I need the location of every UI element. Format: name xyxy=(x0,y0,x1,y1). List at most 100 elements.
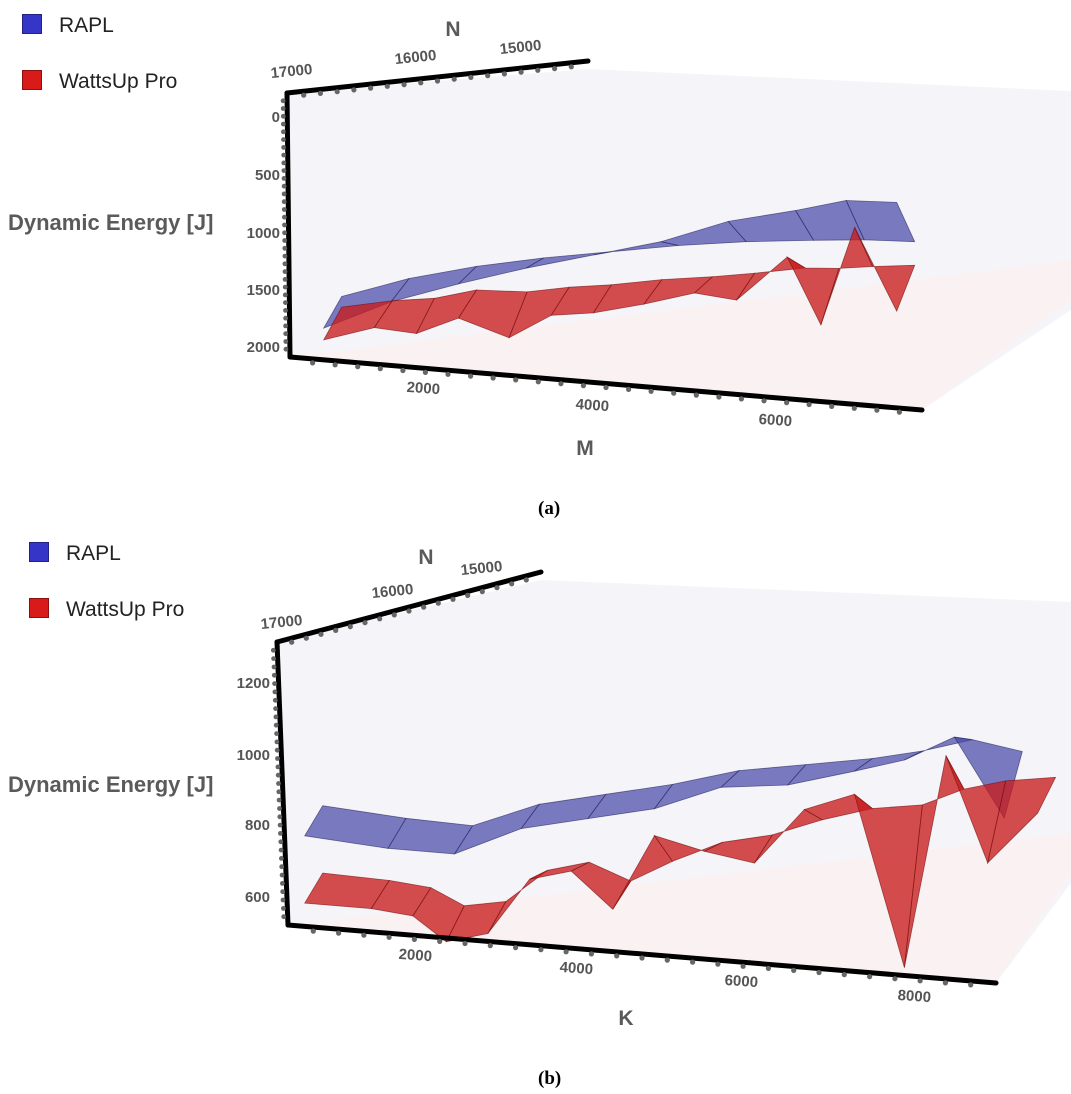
x-axis-tick-mark xyxy=(558,381,564,387)
y-axis-tick-mark xyxy=(384,83,390,89)
z-axis-tick-mark xyxy=(280,897,286,903)
y-axis-tick-mark xyxy=(351,87,357,93)
z-axis-tick-mark xyxy=(280,98,286,104)
chart-b-caption: (b) xyxy=(538,1068,562,1089)
z-axis-tick-mark xyxy=(283,308,288,313)
y-axis-tick-mark xyxy=(418,80,424,86)
z-axis-tick-mark xyxy=(279,856,284,861)
z-axis-tick-mark xyxy=(278,831,283,836)
z-axis-tick-mark xyxy=(282,230,287,236)
y-axis-label: N xyxy=(445,18,460,41)
z-axis-tick-mark xyxy=(280,106,286,111)
y-axis-tick-mark xyxy=(301,92,307,98)
legend-swatch-wattsup xyxy=(29,598,49,618)
legend-label-rapl: RAPL xyxy=(59,14,114,37)
y-axis-tick-mark xyxy=(391,612,397,618)
x-axis-tick-mark xyxy=(603,384,609,391)
z-axis-tick-mark xyxy=(275,764,281,770)
y-axis-tick-mark xyxy=(501,71,507,77)
x-axis-tick-mark xyxy=(563,949,569,955)
y-axis-tick-mark xyxy=(435,600,441,606)
legend-item-wattsup: WattsUp Pro xyxy=(22,68,177,96)
z-tick-label: 800 xyxy=(245,817,270,834)
x-axis-tick-mark xyxy=(841,972,847,978)
z-axis-tick-mark xyxy=(283,339,289,344)
x-axis-tick-mark xyxy=(715,961,721,967)
x-axis-tick-mark xyxy=(445,371,451,377)
y-axis-tick-mark xyxy=(362,620,368,626)
z-axis-tick-mark xyxy=(277,822,283,828)
z-axis-tick-mark xyxy=(283,346,289,352)
z-axis-tick-mark xyxy=(281,199,287,205)
z-axis-tick-mark xyxy=(277,814,283,820)
legend-swatch-rapl xyxy=(22,14,42,34)
chart-a-caption: (a) xyxy=(538,498,561,519)
y-axis-tick-mark xyxy=(494,585,500,591)
y-axis-tick-mark xyxy=(377,616,383,622)
y-axis-tick-mark xyxy=(468,74,474,80)
y-axis-tick-mark xyxy=(334,89,340,95)
legend-swatch-wattsup xyxy=(22,70,42,90)
chart-panel-a: 2000 4000 6000 17000 16000 15000 0 500 1000 1500 2… xyxy=(0,0,1071,540)
z-axis-tick-mark xyxy=(281,160,287,166)
z-axis-tick-mark xyxy=(272,697,278,703)
chart-panel-b: 2000 4000 6000 8000 17000 16000 15000 600 800 100… xyxy=(0,540,1071,1094)
x-axis-tick-mark xyxy=(462,940,468,947)
y-axis-tick-mark xyxy=(479,589,485,595)
z-axis-tick-mark xyxy=(272,681,277,686)
x-tick-label: 6000 xyxy=(758,411,792,430)
x-axis-tick-mark xyxy=(791,967,797,973)
wattsup-surface-facet xyxy=(854,227,916,313)
y-tick-label: 17000 xyxy=(270,61,313,82)
y-tick-label: 17000 xyxy=(260,612,303,633)
chart-b-legend: RAPL WattsUp Pro xyxy=(29,540,184,652)
x-axis-tick-mark xyxy=(437,938,443,944)
x-axis-tick-mark xyxy=(784,400,790,406)
z-axis-tick-mark xyxy=(275,756,280,761)
x-axis-tick-mark xyxy=(588,951,595,957)
z-axis-tick-mark xyxy=(277,806,282,811)
z-axis-tick-mark xyxy=(278,847,284,853)
x-axis-tick-mark xyxy=(361,932,367,938)
y-axis-tick-mark xyxy=(535,67,541,73)
x-axis-label: K xyxy=(618,1007,633,1030)
x-axis-tick-mark xyxy=(336,930,342,936)
wattsup-surface-facet xyxy=(987,776,1057,865)
z-axis-tick-mark xyxy=(282,214,287,220)
z-axis-tick-mark xyxy=(281,145,286,150)
z-axis-line xyxy=(284,90,293,360)
x-axis-tick-mark xyxy=(664,957,670,963)
x-axis-tick-mark xyxy=(310,360,316,366)
z-axis-tick-mark xyxy=(273,722,279,728)
x-axis-tick-mark xyxy=(942,980,949,986)
x-axis-tick-mark xyxy=(892,976,898,982)
x-axis-tick-mark xyxy=(535,379,541,385)
y-axis-tick-mark xyxy=(347,624,353,630)
x-axis-tick-mark xyxy=(738,396,745,402)
z-tick-label: 0 xyxy=(272,109,280,126)
z-axis-tick-mark xyxy=(273,706,278,711)
z-axis-tick-mark xyxy=(273,714,279,720)
z-axis-tick-mark xyxy=(276,797,282,803)
chart-b-plot: 2000 4000 6000 8000 17000 16000 15000 600 800 100… xyxy=(237,546,1071,1030)
chart-a-legend: RAPL WattsUp Pro xyxy=(22,12,177,124)
y-axis-tick-mark xyxy=(509,581,515,587)
y-axis-label: N xyxy=(418,546,433,569)
z-axis-tick-mark xyxy=(282,222,287,228)
z-axis-tick-mark xyxy=(274,739,280,745)
x-tick-label: 4000 xyxy=(575,396,609,415)
z-axis-tick-mark xyxy=(281,914,287,920)
x-axis-label: M xyxy=(576,437,594,460)
z-axis-tick-mark xyxy=(282,245,288,251)
x-tick-label: 8000 xyxy=(897,987,931,1006)
z-axis-tick-mark xyxy=(283,323,288,329)
y-tick-label: 16000 xyxy=(371,581,414,602)
x-axis-tick-mark xyxy=(386,934,392,940)
z-tick-label: 1200 xyxy=(237,675,270,692)
x-axis-tick-mark xyxy=(513,945,519,951)
y-axis-tick-mark xyxy=(289,639,295,645)
y-axis-tick-mark xyxy=(523,577,529,583)
x-axis-tick-mark xyxy=(332,362,338,368)
z-axis-tick-mark xyxy=(278,839,284,845)
y-axis-tick-mark xyxy=(485,73,491,79)
